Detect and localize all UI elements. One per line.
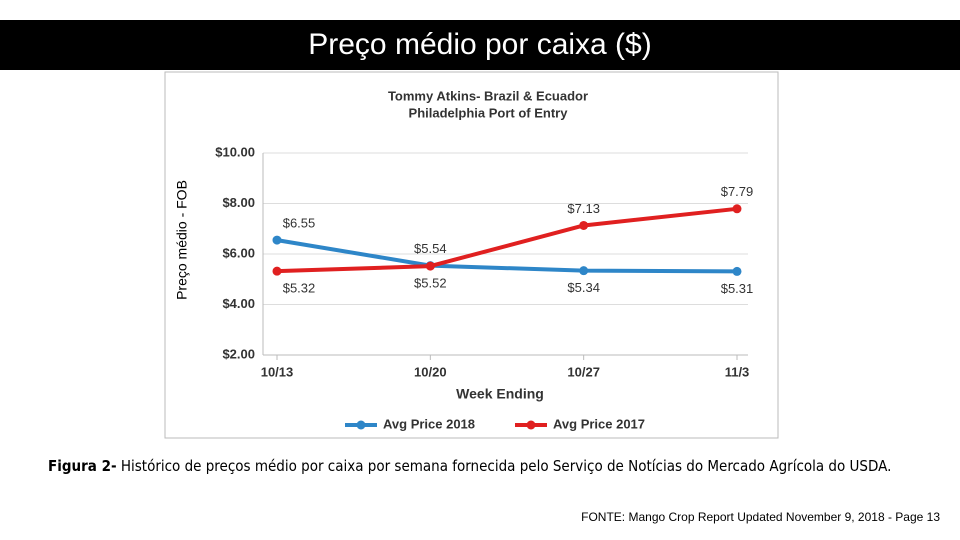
source: FONTE: Mango Crop Report Updated Novembe… xyxy=(581,510,940,524)
y-tick-label: $4.00 xyxy=(222,296,255,311)
value-label: $7.79 xyxy=(721,184,754,199)
legend-label: Avg Price 2017 xyxy=(553,416,645,431)
x-tick-label: 10/13 xyxy=(261,364,294,379)
series-line xyxy=(276,238,738,274)
chart-subtitle: Philadelphia Port of Entry xyxy=(409,105,569,120)
value-label: $5.34 xyxy=(567,280,600,295)
slide-graphics: Preço médio por caixa ($) Preço médio - … xyxy=(0,20,960,439)
y-tick-label: $6.00 xyxy=(222,245,255,260)
caption-text: Histórico de preços médio por caixa por … xyxy=(116,457,892,475)
point xyxy=(579,220,589,230)
point xyxy=(579,266,589,276)
x-tick-label: 11/3 xyxy=(725,364,750,379)
value-label: $5.52 xyxy=(414,276,447,291)
title-bar xyxy=(0,20,960,70)
series-line xyxy=(276,206,738,274)
value-label: $5.32 xyxy=(283,281,316,296)
chart-title: Tommy Atkins- Brazil & Ecuador xyxy=(388,88,588,103)
point xyxy=(425,261,435,271)
value-label: $7.13 xyxy=(567,201,600,216)
x-tick-label: 10/20 xyxy=(414,364,447,379)
caption: Figura 2- Histórico de preços médio por … xyxy=(48,455,908,477)
value-label: $5.31 xyxy=(721,281,754,296)
slide-title: Preço médio por caixa ($) xyxy=(308,28,651,61)
legend-marker xyxy=(356,420,366,430)
caption-label: Figura 2- xyxy=(48,457,117,475)
point xyxy=(272,266,282,276)
value-label: $6.55 xyxy=(283,216,316,231)
value-label: $5.54 xyxy=(414,241,447,256)
y-tick-label: $10.00 xyxy=(215,144,255,159)
x-tick-label: 10/27 xyxy=(567,364,600,379)
legend-marker xyxy=(526,420,536,430)
x-axis-label: Week Ending xyxy=(456,386,544,402)
point xyxy=(732,204,742,214)
point xyxy=(732,266,742,276)
y-tick-label: $8.00 xyxy=(222,195,255,210)
legend-label: Avg Price 2018 xyxy=(383,416,475,431)
y-tick-label: $2.00 xyxy=(222,346,255,361)
point xyxy=(272,235,282,245)
side-label: Preço médio - FOB xyxy=(174,180,190,300)
